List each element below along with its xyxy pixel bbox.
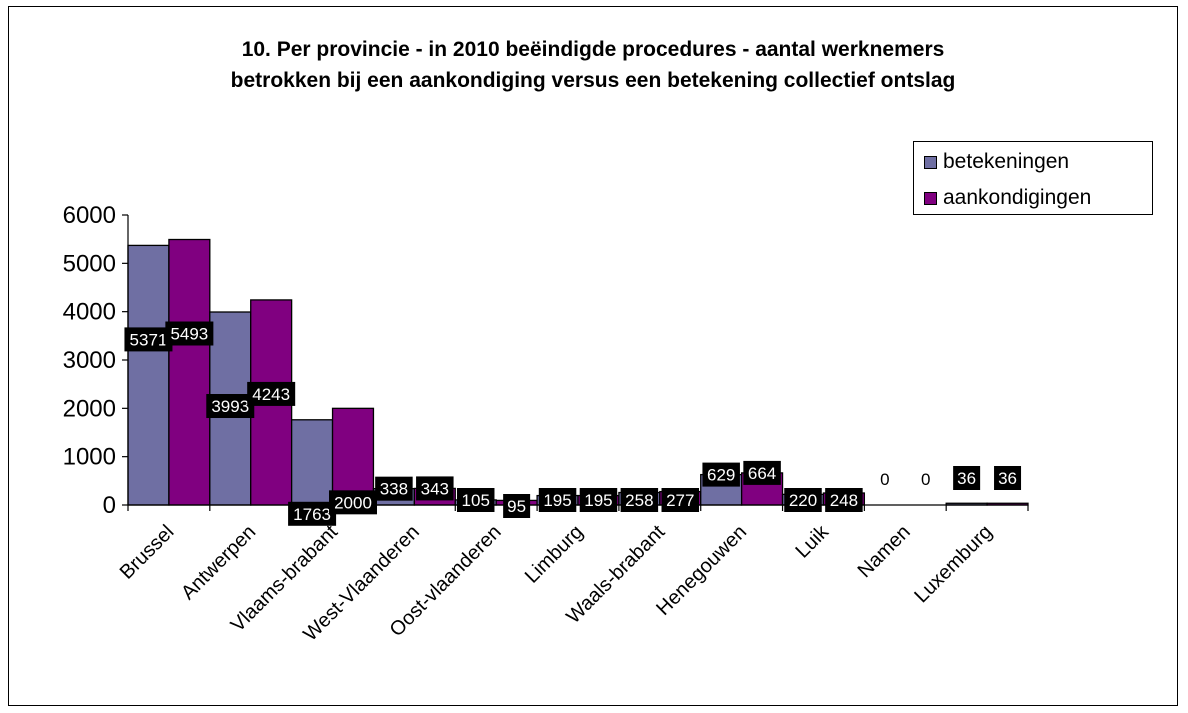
x-tick-label-luik: Luik xyxy=(791,520,833,562)
data-label-aankondigingen-namen: 0 xyxy=(921,470,930,489)
x-tick-label-antwerpen: Antwerpen xyxy=(177,521,260,604)
chart-title-line-2: betrokken bij een aankondiging versus ee… xyxy=(230,69,956,92)
data-label-box-betekeningen-antwerpen xyxy=(206,394,255,419)
data-label-box-aankondigingen-west-vlaanderen xyxy=(416,476,454,501)
data-label-box-aankondigingen-waals-brabant xyxy=(661,488,700,512)
data-label-box-betekeningen-brussel xyxy=(124,327,173,352)
data-label-box-aankondigingen-brussel xyxy=(165,321,214,346)
legend: betekeningen aankondigingen xyxy=(913,141,1153,215)
data-label-box-aankondigingen-luik xyxy=(825,488,863,512)
data-label-box-betekeningen-luik xyxy=(784,488,822,512)
data-label-box-aankondigingen-antwerpen xyxy=(247,381,296,406)
data-label-aankondigingen-luxemburg: 36 xyxy=(998,469,1017,488)
y-tick-label: 3000 xyxy=(63,347,116,374)
data-label-aankondigingen-brussel: 5493 xyxy=(170,325,208,344)
x-tick-label-limburg: Limburg xyxy=(521,521,588,588)
data-label-box-aankondigingen-luxemburg xyxy=(994,466,1022,490)
data-label-aankondigingen-waals-brabant: 277 xyxy=(666,491,694,510)
legend-swatch-aankondigingen xyxy=(924,191,937,205)
data-label-betekeningen-waals-brabant: 258 xyxy=(625,491,653,510)
data-label-betekeningen-antwerpen: 3993 xyxy=(211,397,249,416)
data-label-box-betekeningen-henegouwen xyxy=(702,462,740,487)
y-tick-label: 4000 xyxy=(63,299,116,326)
data-label-betekeningen-henegouwen: 629 xyxy=(707,466,735,485)
y-tick-label: 0 xyxy=(103,492,116,519)
data-label-betekeningen-west-vlaanderen: 338 xyxy=(380,480,408,499)
data-label-box-aankondigingen-vlaams-brabant xyxy=(329,490,377,515)
data-label-box-betekeningen-vlaams-brabant xyxy=(288,501,337,526)
data-label-betekeningen-vlaams-brabant: 1763 xyxy=(293,505,331,524)
data-label-aankondigingen-vlaams-brabant: 2000 xyxy=(334,493,372,512)
data-label-aankondigingen-luik: 248 xyxy=(830,491,858,510)
data-label-box-betekeningen-west-vlaanderen xyxy=(375,476,413,501)
legend-swatch-betekeningen xyxy=(924,155,937,169)
data-label-box-aankondigingen-limburg xyxy=(579,488,618,512)
data-label-aankondigingen-henegouwen: 664 xyxy=(748,464,776,483)
y-tick-label: 1000 xyxy=(63,444,116,471)
data-label-box-betekeningen-luxemburg xyxy=(953,466,981,490)
data-label-betekeningen-oost-vlaanderen: 105 xyxy=(462,491,490,510)
bar-betekeningen-vlaams-brabant xyxy=(290,419,334,506)
legend-item-aankondigingen: aankondigingen xyxy=(924,183,1091,213)
bar-aankondigingen-vlaams-brabant xyxy=(331,407,375,506)
data-label-box-betekeningen-waals-brabant xyxy=(620,488,659,512)
y-tick-label: 6000 xyxy=(63,202,116,229)
y-tick-label: 2000 xyxy=(63,395,116,422)
x-tick-label-luxemburg: Luxemburg xyxy=(910,521,996,607)
legend-label: betekeningen xyxy=(943,150,1070,173)
legend-label: aankondigingen xyxy=(943,186,1092,209)
data-label-aankondigingen-limburg: 195 xyxy=(584,491,612,510)
data-label-betekeningen-brussel: 5371 xyxy=(130,330,168,349)
data-label-aankondigingen-oost-vlaanderen: 95 xyxy=(507,497,526,516)
bar-betekeningen-brussel xyxy=(127,244,170,506)
data-label-aankondigingen-west-vlaanderen: 343 xyxy=(421,479,449,498)
x-tick-label-namen: Namen xyxy=(854,521,915,582)
data-label-betekeningen-luxemburg: 36 xyxy=(957,469,976,488)
data-label-betekeningen-namen: 0 xyxy=(880,470,889,489)
data-label-box-aankondigingen-henegouwen xyxy=(743,460,781,485)
data-label-aankondigingen-antwerpen: 4243 xyxy=(252,385,290,404)
data-label-betekeningen-limburg: 195 xyxy=(543,491,571,510)
bar-aankondigingen-brussel xyxy=(168,238,211,506)
x-tick-label-brussel: Brussel xyxy=(116,521,179,584)
data-label-box-betekeningen-limburg xyxy=(538,488,577,512)
chart-title-line-1: 10. Per provincie - in 2010 beëindigde p… xyxy=(241,38,945,61)
chart-title: 10. Per provincie - in 2010 beëindigde p… xyxy=(8,34,1178,96)
data-label-box-betekeningen-oost-vlaanderen xyxy=(456,488,495,512)
legend-item-betekeningen: betekeningen xyxy=(924,147,1069,177)
data-label-box-aankondigingen-oost-vlaanderen xyxy=(503,494,531,518)
y-tick-label: 5000 xyxy=(63,250,116,277)
data-label-betekeningen-luik: 220 xyxy=(789,491,817,510)
